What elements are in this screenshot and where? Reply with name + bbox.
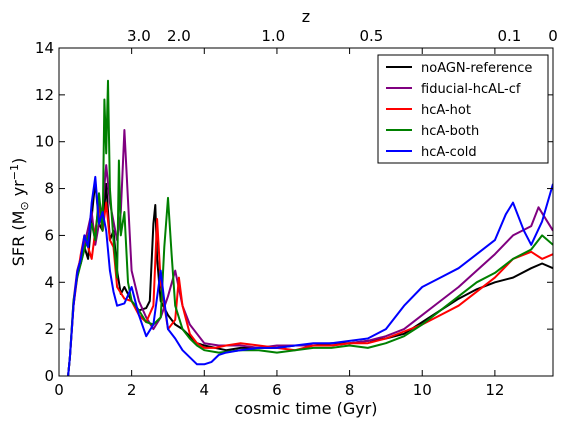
- series-line-4: [67, 175, 553, 376]
- x-tick-label: 4: [200, 381, 210, 399]
- series-line-3: [67, 79, 553, 376]
- top-tick-label: 0: [548, 27, 558, 45]
- top-tick-label: 1.0: [261, 27, 285, 45]
- y-tick-label: 12: [35, 86, 54, 104]
- top-tick-label: 2.0: [167, 27, 191, 45]
- top-redshift-axis: 3.0 2.0 1.0 0.5 0.1 0: [127, 27, 558, 45]
- y-tick-label: 2: [44, 320, 54, 338]
- x-tick-label: 0: [54, 381, 64, 399]
- x-tick-label: 10: [413, 381, 432, 399]
- y-tick-label: 0: [44, 367, 54, 385]
- top-tick-label: 0.5: [359, 27, 383, 45]
- series-line-1: [67, 129, 553, 376]
- y-tick-label: 10: [35, 133, 54, 151]
- y-tick-label: 4: [44, 273, 54, 291]
- top-axis-title: z: [302, 7, 310, 26]
- series-layer: [67, 79, 553, 376]
- legend-label: fiducial-hcAL-cf: [421, 82, 521, 97]
- legend-label: noAGN-reference: [421, 61, 532, 76]
- legend-label: hcA-cold: [421, 145, 477, 160]
- x-axis-title: cosmic time (Gyr): [235, 399, 378, 418]
- x-tick-label: 12: [485, 381, 504, 399]
- x-tick-label: 2: [127, 381, 137, 399]
- legend: noAGN-reference fiducial-hcAL-cf hcA-hot hc…: [377, 54, 549, 164]
- y-axis-title: SFR (M⊙ yr−1): [8, 158, 31, 266]
- x-tick-label: 8: [345, 381, 355, 399]
- plot-frame: [58, 47, 554, 377]
- legend-label: hcA-hot: [421, 103, 471, 118]
- top-tick-label: 3.0: [127, 27, 151, 45]
- y-tick-label: 8: [44, 180, 54, 198]
- series-line-2: [67, 201, 553, 376]
- x-tick-label: 6: [272, 381, 282, 399]
- plot-area: [58, 47, 554, 377]
- x-axis: 0 2 4 6 8 10 12: [54, 48, 504, 399]
- y-tick-label: 14: [35, 39, 54, 57]
- legend-label: hcA-both: [421, 124, 479, 139]
- y-tick-label: 6: [44, 226, 54, 244]
- top-tick-label: 0.1: [497, 27, 521, 45]
